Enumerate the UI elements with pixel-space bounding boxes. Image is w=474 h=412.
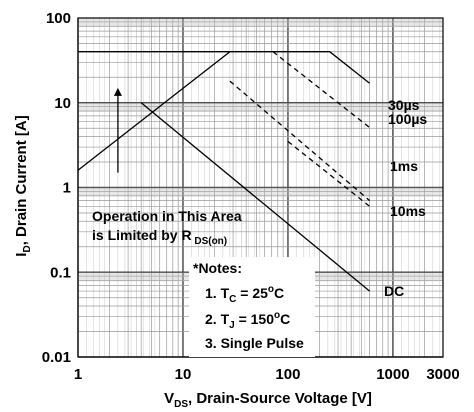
x-tick-label: 1 <box>74 366 82 383</box>
y-axis-label: ID, Drain Current [A] <box>13 115 33 256</box>
y-tick-label: 0.01 <box>42 349 71 366</box>
x-axis-label-rest: , Drain-Source Voltage [V] <box>188 390 372 407</box>
note-2-pre: 2. T <box>205 311 230 327</box>
y-tick-label: 100 <box>46 10 71 27</box>
note-2-sup: o <box>274 310 280 321</box>
x-axis-label-sub: DS <box>174 399 188 410</box>
notes-box <box>189 257 315 357</box>
series-line-3 <box>229 80 371 202</box>
notes-title: *Notes: <box>193 260 242 276</box>
series-label-1: 30µs <box>388 97 420 113</box>
note-1-pre: 1. T <box>205 285 230 301</box>
series-label-5: DC <box>384 283 404 299</box>
note-2: 2. TJ = 150oC <box>205 310 290 331</box>
series-label-2: 100µs <box>388 111 427 127</box>
series-label-3: 1ms <box>390 158 418 174</box>
series-line-2 <box>272 51 371 129</box>
grid-band <box>78 187 443 197</box>
x-tick-label: 100 <box>275 366 300 383</box>
y-axis-label-main: I <box>13 253 30 257</box>
grid-band <box>78 18 443 28</box>
area-annotation-line2-sub: DS(on) <box>192 236 228 247</box>
y-tick-label: 1 <box>63 180 71 197</box>
y-tick-label: 0.1 <box>50 264 71 281</box>
note-2-post: C <box>280 311 290 327</box>
y-axis-label-sub: D <box>22 245 33 252</box>
note-1-post: C <box>274 285 284 301</box>
y-axis-label-rest: , Drain Current [A] <box>13 115 30 245</box>
x-axis-label: VDS, Drain-Source Voltage [V] <box>164 390 372 410</box>
note-1: 1. TC = 25oC <box>205 284 284 305</box>
note-1-sup: o <box>268 284 274 295</box>
y-tick-label: 10 <box>54 95 71 112</box>
x-tick-label: 3000 <box>426 366 459 383</box>
area-annotation-line1: Operation in This Area <box>92 208 242 224</box>
note-1-sub: C <box>229 294 236 305</box>
note-2-sub: J <box>229 320 235 331</box>
note-1-mid: = 25 <box>236 285 268 301</box>
x-axis-label-main: V <box>164 390 174 407</box>
area-annotation-line2-text: is Limited by R <box>92 227 192 243</box>
series-line-1 <box>229 51 371 84</box>
area-annotation-line2: is Limited by R DS(on) <box>92 227 227 247</box>
arrow-head <box>113 87 122 96</box>
x-tick-label: 1000 <box>376 366 409 383</box>
series-label-4: 10ms <box>390 203 426 219</box>
series-line-5 <box>140 102 371 292</box>
note-3: 3. Single Pulse <box>205 335 304 351</box>
tick-labels: 1 10 100 1000 3000 100 10 1 0.1 0.01 <box>42 10 460 383</box>
note-2-mid: = 150 <box>235 311 275 327</box>
rds-on-limit-line <box>77 51 231 171</box>
x-tick-label: 10 <box>175 366 192 383</box>
